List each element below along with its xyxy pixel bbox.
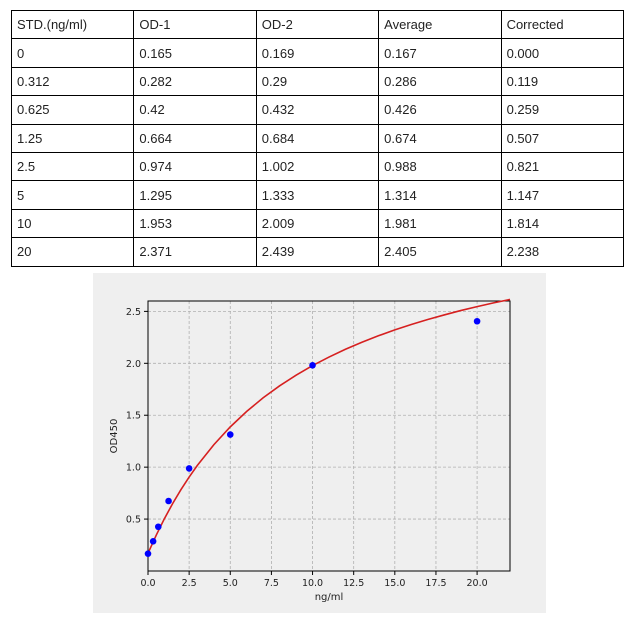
column-header: Average xyxy=(378,9,502,40)
data-point xyxy=(154,523,162,531)
grid-layer xyxy=(147,301,510,571)
table-cell: 0.42 xyxy=(133,95,257,125)
table-cell: 0.000 xyxy=(500,38,625,68)
table-cell: 0.259 xyxy=(500,95,625,125)
standard-curve-chart: 0.0 2.5 5.0 7.5 10.0 12.5 15.0 17.5 20.0 0.5 1.0 1.… xyxy=(109,298,511,603)
table-cell: 1.814 xyxy=(500,208,625,239)
y-tick-label: 2.0 xyxy=(126,359,141,370)
x-tick-label: 2.5 xyxy=(182,578,197,589)
table-row: 20 2.371 2.439 2.405 2.238 xyxy=(10,237,625,267)
table-cell: 0.507 xyxy=(500,123,625,153)
table-cell: 2.238 xyxy=(500,237,625,267)
data-point xyxy=(149,538,157,545)
x-tick-label: 12.5 xyxy=(343,578,364,589)
table-row: 0.312 0.282 0.29 0.286 0.119 xyxy=(10,66,625,97)
table-cell: 5 xyxy=(10,180,135,210)
y-tick-label: 1.5 xyxy=(126,411,141,422)
data-point xyxy=(473,317,481,325)
data-point xyxy=(144,550,152,557)
table-cell: 0.625 xyxy=(10,95,135,125)
table-cell: 1.147 xyxy=(500,180,625,210)
table-cell: 0.426 xyxy=(378,95,502,125)
x-tick-label: 0.0 xyxy=(140,578,155,589)
table-cell: 1.953 xyxy=(133,208,257,239)
table-cell: 2.439 xyxy=(255,237,380,267)
data-point xyxy=(226,431,234,438)
table-row: 10 1.953 2.009 1.981 1.814 xyxy=(10,208,625,239)
y-tick-label: 0.5 xyxy=(126,515,141,526)
table-row: 1.25 0.664 0.684 0.674 0.507 xyxy=(10,123,625,153)
tick-layer: 0.0 2.5 5.0 7.5 10.0 12.5 15.0 17.5 20.0 0.5 1.0 1.… xyxy=(126,307,488,589)
table-cell: 0.119 xyxy=(500,66,625,97)
plot-area xyxy=(147,300,511,572)
column-header: Corrected xyxy=(500,9,625,40)
table-cell: 0.821 xyxy=(500,151,625,182)
table-cell: 2.5 xyxy=(10,151,135,182)
standard-curve-table: STD.(ng/ml) OD-1 OD-2 Average Corrected 0 0.1… xyxy=(10,9,625,267)
table-cell: 0.664 xyxy=(133,123,257,153)
table-row: 0.625 0.42 0.432 0.426 0.259 xyxy=(10,95,625,125)
table-cell: 2.009 xyxy=(255,208,380,239)
fit-curve-line xyxy=(147,298,511,554)
table-cell: 0.988 xyxy=(378,151,502,182)
data-point xyxy=(165,497,172,505)
table-cell: 0.974 xyxy=(133,151,257,182)
table-cell: 0 xyxy=(10,38,135,68)
x-tick-label: 5.0 xyxy=(223,578,238,589)
data-point xyxy=(185,465,193,472)
table-cell: 2.371 xyxy=(133,237,257,267)
table-row: 2.5 0.974 1.002 0.988 0.821 xyxy=(10,151,625,182)
x-tick-label: 17.5 xyxy=(425,578,446,589)
table-row: 5 1.295 1.333 1.314 1.147 xyxy=(10,180,625,210)
chart-panel: 0.0 2.5 5.0 7.5 10.0 12.5 15.0 17.5 20.0 0.5 1.0 1.… xyxy=(93,273,546,613)
y-tick-label: 2.5 xyxy=(126,307,141,318)
table-cell: 0.167 xyxy=(378,38,502,68)
column-header: OD-2 xyxy=(255,9,380,40)
table-cell: 1.333 xyxy=(255,180,380,210)
table-cell: 0.432 xyxy=(255,95,380,125)
table-cell: 20 xyxy=(10,237,135,267)
y-tick-label: 1.0 xyxy=(126,463,141,474)
table-header-row: STD.(ng/ml) OD-1 OD-2 Average Corrected xyxy=(10,9,625,40)
x-tick-label: 20.0 xyxy=(467,578,488,589)
table-cell: 1.25 xyxy=(10,123,135,153)
table-cell: 0.29 xyxy=(255,66,380,97)
x-axis-label: ng/ml xyxy=(315,592,344,603)
data-point xyxy=(309,361,316,369)
table-cell: 2.405 xyxy=(378,237,502,267)
table-cell: 1.981 xyxy=(378,208,502,239)
column-header: STD.(ng/ml) xyxy=(10,9,135,40)
x-tick-label: 7.5 xyxy=(264,578,279,589)
table-cell: 10 xyxy=(10,208,135,239)
table-cell: 1.314 xyxy=(378,180,502,210)
table-cell: 0.286 xyxy=(378,66,502,97)
y-axis-label: OD450 xyxy=(109,419,120,454)
table-cell: 0.165 xyxy=(133,38,257,68)
table-cell: 1.002 xyxy=(255,151,380,182)
table-cell: 0.684 xyxy=(255,123,380,153)
x-tick-label: 15.0 xyxy=(384,578,405,589)
table-row: 0 0.165 0.169 0.167 0.000 xyxy=(10,38,625,68)
table-cell: 0.169 xyxy=(255,38,380,68)
x-tick-label: 10.0 xyxy=(302,578,323,589)
column-header: OD-1 xyxy=(133,9,257,40)
table-body: 0 0.165 0.169 0.167 0.000 0.312 0.282 0.29 0.286… xyxy=(10,38,625,267)
table-cell: 0.282 xyxy=(133,66,257,97)
table-cell: 0.312 xyxy=(10,66,135,97)
table-cell: 1.295 xyxy=(133,180,257,210)
series-layer xyxy=(144,298,511,557)
table-cell: 0.674 xyxy=(378,123,502,153)
